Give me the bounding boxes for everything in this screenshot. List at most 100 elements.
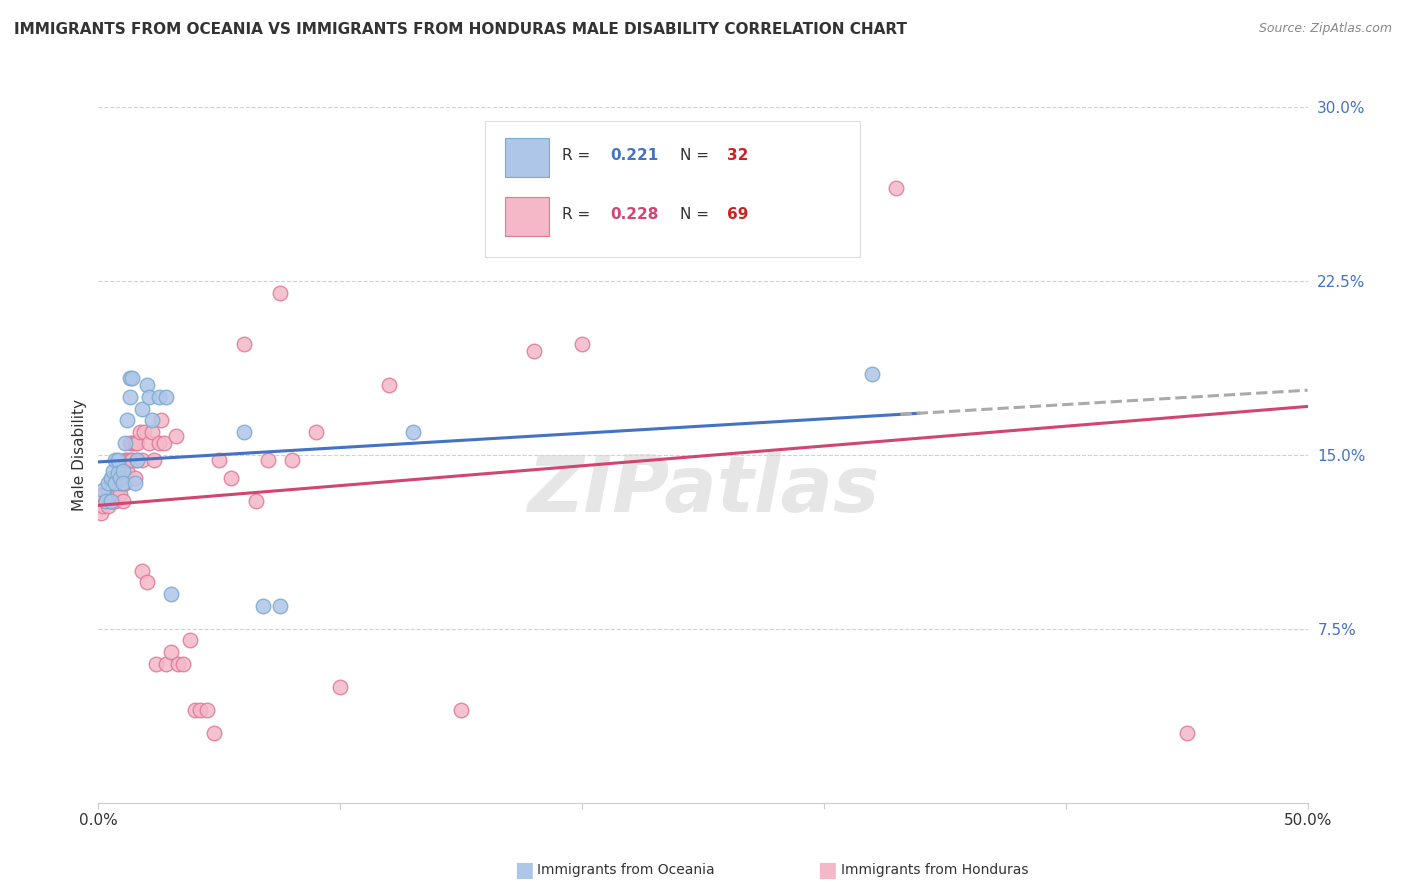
Point <box>118 452 141 467</box>
Point <box>121 436 143 450</box>
Text: ■: ■ <box>817 860 837 880</box>
Point <box>100 494 122 508</box>
Point <box>305 425 328 439</box>
Point <box>160 587 183 601</box>
Point <box>184 703 207 717</box>
Point <box>101 494 124 508</box>
Point <box>94 494 117 508</box>
Point <box>107 452 129 467</box>
Point <box>104 452 127 467</box>
Point <box>172 657 194 671</box>
Point <box>124 475 146 490</box>
Point <box>208 452 231 467</box>
Point <box>127 436 149 450</box>
Text: ■: ■ <box>515 860 534 880</box>
Point <box>117 413 139 427</box>
Point <box>131 564 153 578</box>
Text: R =: R = <box>561 207 595 222</box>
Y-axis label: Male Disability: Male Disability <box>72 399 87 511</box>
Point <box>124 436 146 450</box>
Point <box>108 471 131 485</box>
Text: 69: 69 <box>727 207 748 222</box>
Point <box>281 452 304 467</box>
Point <box>134 425 156 439</box>
Text: 32: 32 <box>727 148 748 163</box>
Text: R =: R = <box>561 148 595 163</box>
Point <box>121 452 143 467</box>
Point <box>117 464 139 478</box>
Point <box>245 494 267 508</box>
Point <box>100 471 122 485</box>
Point <box>145 657 167 671</box>
Point <box>450 703 472 717</box>
Point <box>155 390 177 404</box>
Point <box>152 436 174 450</box>
Point <box>571 336 593 351</box>
Point <box>252 599 274 613</box>
Point <box>155 657 177 671</box>
Point <box>90 506 112 520</box>
Point <box>692 169 714 184</box>
Point <box>402 425 425 439</box>
Point <box>101 464 124 478</box>
Point <box>167 657 190 671</box>
Point <box>91 483 114 497</box>
Text: 0.228: 0.228 <box>610 207 658 222</box>
Point <box>860 367 883 381</box>
Point <box>329 680 352 694</box>
Point <box>97 475 120 490</box>
Point <box>97 483 120 497</box>
Point <box>118 436 141 450</box>
Point <box>131 452 153 467</box>
Point <box>124 471 146 485</box>
Point <box>269 285 291 300</box>
Point <box>111 464 134 478</box>
Point <box>221 471 243 485</box>
Point <box>179 633 201 648</box>
Point <box>165 429 187 443</box>
FancyBboxPatch shape <box>485 121 860 257</box>
Point <box>160 645 183 659</box>
Point <box>97 499 120 513</box>
Point <box>114 452 136 467</box>
Point <box>128 425 150 439</box>
Point <box>204 726 226 740</box>
Text: Immigrants from Honduras: Immigrants from Honduras <box>841 863 1028 877</box>
Point <box>111 475 134 490</box>
Point <box>141 413 163 427</box>
Point <box>141 425 163 439</box>
Point <box>886 181 908 195</box>
Point <box>269 599 291 613</box>
Point <box>118 390 141 404</box>
Point <box>104 475 127 490</box>
Point <box>188 703 211 717</box>
Point <box>111 464 134 478</box>
Point <box>108 475 131 490</box>
Point <box>377 378 399 392</box>
Text: Source: ZipAtlas.com: Source: ZipAtlas.com <box>1258 22 1392 36</box>
Point <box>148 390 170 404</box>
Point <box>523 343 546 358</box>
Point <box>91 499 114 513</box>
Point <box>131 401 153 416</box>
Point <box>232 425 254 439</box>
Point <box>104 475 127 490</box>
Text: Immigrants from Oceania: Immigrants from Oceania <box>537 863 714 877</box>
Point <box>118 371 141 385</box>
Point <box>107 471 129 485</box>
Point <box>91 487 114 501</box>
Point <box>107 467 129 481</box>
Point <box>135 575 157 590</box>
Point <box>114 436 136 450</box>
Point <box>100 494 122 508</box>
Text: N =: N = <box>681 148 714 163</box>
Point <box>101 471 124 485</box>
Point <box>1175 726 1198 740</box>
Point <box>143 452 166 467</box>
Point <box>108 487 131 501</box>
Point <box>232 336 254 351</box>
Point <box>138 436 160 450</box>
FancyBboxPatch shape <box>505 137 550 178</box>
Point <box>195 703 218 717</box>
Point <box>256 452 278 467</box>
